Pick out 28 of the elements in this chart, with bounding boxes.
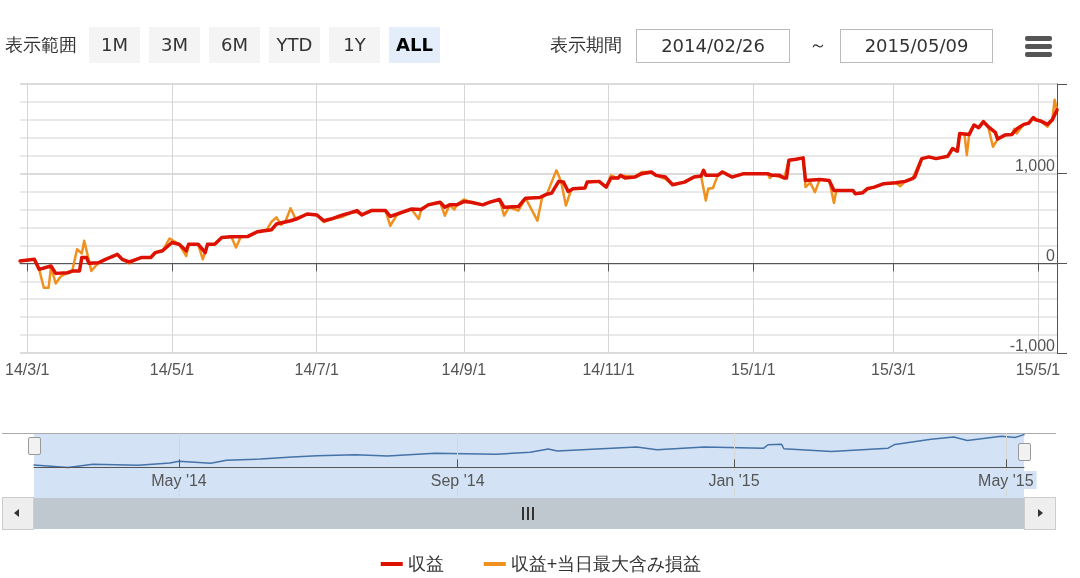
x-tick-label: 15/1/1 [731,360,776,378]
y-tick-label: 1,000 [1014,157,1056,175]
x-tick-label: 15/3/1 [871,360,916,378]
text: 6M [209,27,260,63]
x-tick-label: Sep '14 [430,471,485,489]
text: 3M [149,27,200,63]
text: 2014/02/26 [636,29,790,63]
x-tick-label: May '15 [978,471,1034,489]
x-tick-label: 14/11/1 [582,360,635,378]
x-tick-label: 14/5/1 [149,360,195,378]
x-tick-label: 14/9/1 [441,360,487,378]
text: 1Y [329,27,380,63]
y-tick-label: -1,000 [1009,336,1056,354]
text: ALL [389,27,440,63]
text: 表示範囲 [4,33,78,57]
text: 1M [89,27,140,63]
text: 表示期間 [549,33,623,57]
x-tick-label: 14/7/1 [294,360,340,378]
legend-label: 収益 [407,554,444,574]
x-tick-label: 15/5/1 [1015,360,1061,378]
text: 2015/05/09 [840,29,993,63]
text: YTD [269,27,320,63]
legend-label: 収益+当日最大含み損益 [510,554,702,574]
text: ～ [808,33,828,57]
x-tick-label: 14/3/1 [5,360,50,378]
x-tick-label: May '14 [151,471,207,489]
x-tick-label: Jan '15 [708,471,760,489]
y-tick-label: 0 [1046,246,1056,264]
